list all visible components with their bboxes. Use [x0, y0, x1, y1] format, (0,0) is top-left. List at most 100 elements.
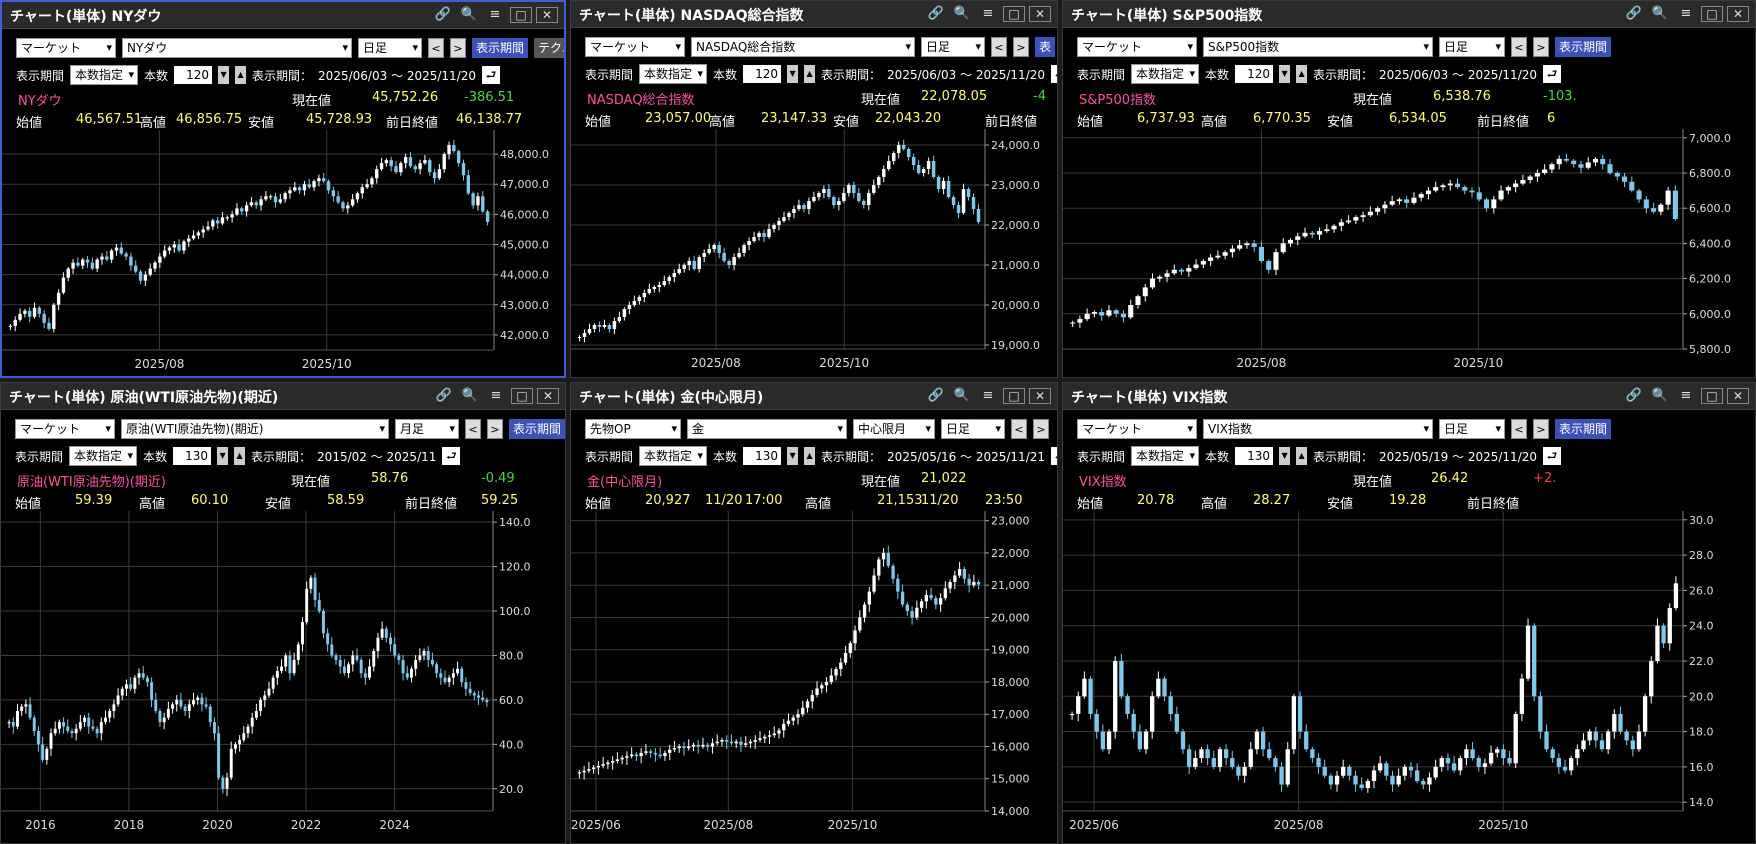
menu-icon[interactable]: ≡ — [1680, 6, 1692, 21]
next-button[interactable]: > — [450, 38, 466, 58]
count-input[interactable]: 130 — [173, 447, 212, 465]
maximize-icon[interactable]: □ — [1003, 388, 1025, 404]
prev-button[interactable]: < — [1511, 37, 1527, 57]
menu-icon[interactable]: ≡ — [490, 388, 502, 403]
search-icon[interactable]: 🔍 — [953, 6, 971, 21]
select-2[interactable]: 日足 — [358, 38, 422, 58]
select-2[interactable]: 月足 — [395, 419, 459, 439]
select-1[interactable]: NYダウ — [122, 38, 352, 58]
select-0[interactable]: 先物OP — [585, 419, 681, 439]
count-down-icon[interactable]: ▼ — [218, 66, 230, 84]
refresh-icon[interactable]: ⮐ — [1543, 447, 1562, 465]
period-mode-select[interactable]: 本数指定 — [69, 446, 138, 466]
count-input[interactable]: 120 — [743, 65, 782, 83]
prev-button[interactable]: < — [1511, 419, 1527, 439]
display-period-button[interactable]: 表示期間 — [1555, 419, 1612, 439]
select-2[interactable]: 日足 — [1439, 419, 1505, 439]
select-2[interactable]: 日足 — [921, 37, 985, 57]
next-button[interactable]: > — [1533, 37, 1549, 57]
link-icon[interactable]: 🔗 — [434, 7, 452, 22]
display-period-button[interactable]: 表 — [1035, 37, 1056, 57]
maximize-icon[interactable]: □ — [511, 388, 533, 404]
next-button[interactable]: > — [1533, 419, 1549, 439]
prev-button[interactable]: < — [428, 38, 444, 58]
count-up-icon[interactable]: ▲ — [1296, 65, 1308, 83]
menu-icon[interactable]: ≡ — [982, 388, 994, 403]
select-0[interactable]: マーケット — [15, 419, 115, 439]
period-mode-select[interactable]: 本数指定 — [639, 64, 708, 84]
maximize-icon[interactable]: □ — [1701, 6, 1723, 22]
select-2[interactable]: 中心限月 — [853, 419, 935, 439]
close-icon[interactable]: ✕ — [537, 388, 559, 404]
count-up-icon[interactable]: ▲ — [234, 447, 246, 465]
technical-button[interactable]: テクニ — [534, 38, 564, 58]
select-0[interactable]: マーケット — [16, 38, 116, 58]
display-period-button[interactable]: 表示期間 — [1555, 37, 1612, 57]
display-period-button[interactable]: 表示期間 — [472, 38, 529, 58]
maximize-icon[interactable]: □ — [1003, 6, 1025, 22]
menu-icon[interactable]: ≡ — [982, 6, 994, 21]
close-icon[interactable]: ✕ — [1029, 6, 1051, 22]
prev-button[interactable]: < — [465, 419, 481, 439]
close-icon[interactable]: ✕ — [536, 7, 558, 23]
link-icon[interactable]: 🔗 — [1625, 388, 1643, 403]
search-icon[interactable]: 🔍 — [953, 388, 971, 403]
select-1[interactable]: S&P500指数 — [1203, 37, 1433, 57]
select-0[interactable]: マーケット — [1077, 419, 1197, 439]
count-down-icon[interactable]: ▼ — [1279, 447, 1291, 465]
select-3[interactable]: 日足 — [941, 419, 1005, 439]
select-2[interactable]: 日足 — [1439, 37, 1505, 57]
select-1[interactable]: 原油(WTI原油先物)(期近) — [121, 419, 389, 439]
display-period-button[interactable]: 表示期間 — [509, 419, 565, 439]
link-icon[interactable]: 🔗 — [1625, 6, 1643, 21]
count-down-icon[interactable]: ▼ — [787, 65, 799, 83]
search-icon[interactable]: 🔍 — [460, 7, 478, 22]
count-up-icon[interactable]: ▲ — [804, 447, 816, 465]
select-0[interactable]: マーケット — [1077, 37, 1197, 57]
next-button[interactable]: > — [1013, 37, 1029, 57]
link-icon[interactable]: 🔗 — [927, 388, 945, 403]
prev-button[interactable]: < — [1011, 419, 1027, 439]
period-mode-select[interactable]: 本数指定 — [1131, 64, 1200, 84]
count-input[interactable]: 130 — [743, 447, 782, 465]
select-1[interactable]: NASDAQ総合指数 — [691, 37, 915, 57]
search-icon[interactable]: 🔍 — [1651, 6, 1669, 21]
refresh-icon[interactable]: ⮐ — [482, 66, 501, 84]
count-input[interactable]: 120 — [174, 66, 213, 84]
close-icon[interactable]: ✕ — [1727, 388, 1749, 404]
close-icon[interactable]: ✕ — [1029, 388, 1051, 404]
search-icon[interactable]: 🔍 — [461, 388, 479, 403]
count-up-icon[interactable]: ▲ — [235, 66, 247, 84]
close-icon[interactable]: ✕ — [1727, 6, 1749, 22]
prev-button[interactable]: < — [991, 37, 1007, 57]
period-mode-select[interactable]: 本数指定 — [1131, 446, 1200, 466]
count-input[interactable]: 120 — [1235, 65, 1274, 83]
period-mode-select[interactable]: 本数指定 — [70, 65, 139, 85]
count-up-icon[interactable]: ▲ — [804, 65, 816, 83]
count-down-icon[interactable]: ▼ — [217, 447, 229, 465]
count-down-icon[interactable]: ▼ — [1279, 65, 1291, 83]
next-button[interactable]: > — [1033, 419, 1049, 439]
count-input[interactable]: 130 — [1235, 447, 1274, 465]
candle-body — [138, 271, 143, 281]
maximize-icon[interactable]: □ — [1701, 388, 1723, 404]
next-button[interactable]: > — [487, 419, 503, 439]
select-1[interactable]: 金 — [687, 419, 847, 439]
link-icon[interactable]: 🔗 — [927, 6, 945, 21]
candle-body — [1384, 763, 1389, 776]
maximize-icon[interactable]: □ — [510, 7, 532, 23]
period-mode-select[interactable]: 本数指定 — [639, 446, 708, 466]
menu-icon[interactable]: ≡ — [489, 7, 501, 22]
link-icon[interactable]: 🔗 — [435, 388, 453, 403]
select-1[interactable]: VIX指数 — [1203, 419, 1433, 439]
select-0[interactable]: マーケット — [585, 37, 685, 57]
menu-icon[interactable]: ≡ — [1680, 388, 1692, 403]
search-icon[interactable]: 🔍 — [1651, 388, 1669, 403]
refresh-icon[interactable]: ⮐ — [1543, 65, 1562, 83]
refresh-icon[interactable]: ⮐ — [1051, 447, 1057, 465]
refresh-icon[interactable]: ⮐ — [442, 447, 461, 465]
count-down-icon[interactable]: ▼ — [787, 447, 799, 465]
refresh-icon[interactable]: ⮐ — [1051, 65, 1057, 83]
count-up-icon[interactable]: ▲ — [1296, 447, 1308, 465]
candle-body — [717, 245, 721, 253]
